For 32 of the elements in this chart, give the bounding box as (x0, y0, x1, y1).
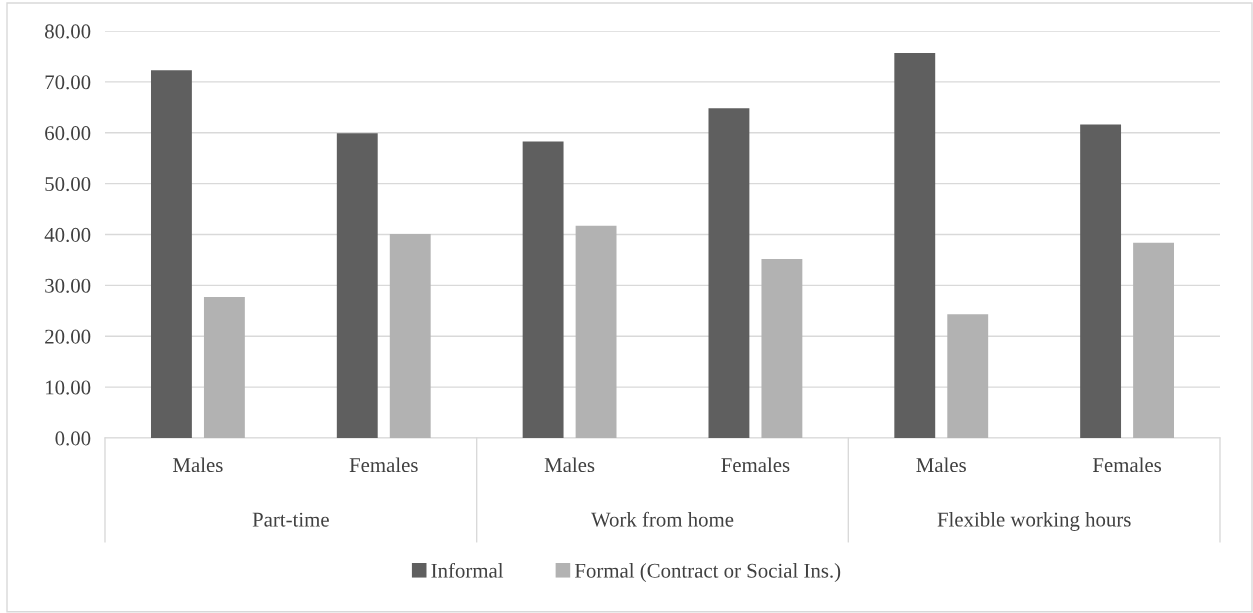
bar (1133, 242, 1175, 438)
y-tick-label: 70.00 (45, 75, 91, 90)
y-tick-label: 20.00 (45, 329, 91, 344)
bar (150, 70, 192, 438)
bar (947, 314, 989, 438)
bar (708, 108, 750, 438)
y-tick-label: 80.00 (45, 24, 91, 39)
bar (575, 225, 617, 438)
x-tick-label: Females (1092, 457, 1162, 473)
y-tick-label: 10.00 (46, 380, 91, 395)
y-tick-label: 60.00 (45, 126, 91, 141)
bar (203, 297, 245, 438)
y-tick-label: 0.00 (55, 431, 91, 446)
text: Flexible working hours (937, 511, 1131, 531)
y-tick-label: 40.00 (44, 227, 91, 243)
bar (389, 233, 431, 438)
legend-label: Informal (431, 562, 504, 578)
x-tick-label: Males (916, 457, 966, 473)
bar (522, 141, 564, 438)
bar (894, 52, 936, 438)
legend-label: Formal (Contract or Social Ins.) (574, 563, 841, 582)
bar (761, 258, 803, 438)
bar (336, 133, 378, 438)
x-tick-label: Males (544, 457, 595, 473)
x-tick-label: Males (173, 457, 223, 473)
x-tick-label: Females (721, 457, 790, 473)
text: Part-time (252, 512, 329, 527)
y-tick-label: 50.00 (45, 177, 91, 192)
bar (1080, 124, 1122, 438)
text: Work from home (591, 511, 734, 527)
y-tick-label: 30.00 (45, 278, 91, 293)
x-tick-label: Females (349, 457, 418, 473)
